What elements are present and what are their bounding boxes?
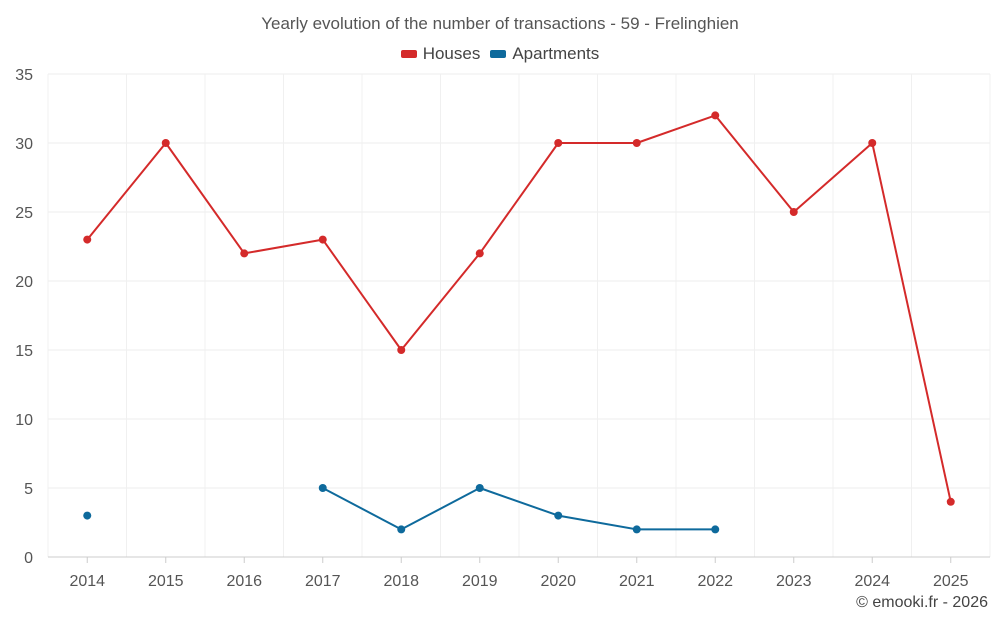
point-apartments-2017 <box>318 484 327 492</box>
credit-text: © emooki.fr - 2026 <box>856 594 988 611</box>
y-tick-label-0: 0 <box>24 550 33 567</box>
point-apartments-2020 <box>554 511 563 520</box>
x-tick-label-2020: 2020 <box>540 573 576 590</box>
x-tick-label-2016: 2016 <box>226 573 262 590</box>
legend-swatch-houses <box>400 50 417 58</box>
y-tick-label-5: 5 <box>24 481 33 498</box>
y-tick-label-25: 25 <box>15 205 33 222</box>
x-tick-label-2022: 2022 <box>697 573 733 590</box>
chart-title: Yearly evolution of the number of transa… <box>261 14 739 33</box>
point-houses-2014 <box>83 235 92 244</box>
x-tick-label-2015: 2015 <box>148 573 184 590</box>
legend-item-apartments[interactable]: Apartments <box>490 44 599 64</box>
legend-swatch-apartments <box>490 50 507 58</box>
y-tick-label-10: 10 <box>15 412 33 429</box>
y-tick-label-20: 20 <box>15 274 33 291</box>
series-line-houses <box>86 114 952 503</box>
point-houses-2016 <box>240 249 249 258</box>
point-houses-2022 <box>711 111 720 120</box>
point-houses-2024 <box>868 139 877 147</box>
point-houses-2017 <box>318 235 327 244</box>
legend-label-houses: Houses <box>422 44 481 63</box>
point-apartments-2018 <box>397 525 406 534</box>
series-line-apartments-1 <box>322 487 716 531</box>
point-apartments-2021 <box>632 525 641 534</box>
point-houses-2025 <box>946 497 955 506</box>
x-tick-label-2019: 2019 <box>462 573 498 590</box>
point-apartments-2019 <box>475 484 484 492</box>
point-apartments-2022 <box>711 525 720 534</box>
point-houses-2019 <box>475 249 484 258</box>
x-tick-label-2025: 2025 <box>933 573 969 590</box>
legend-item-houses[interactable]: Houses <box>400 44 481 64</box>
point-houses-2021 <box>632 139 641 147</box>
legend: Houses Apartments <box>0 44 1000 64</box>
x-tick-label-2017: 2017 <box>305 573 341 590</box>
point-houses-2015 <box>161 139 170 147</box>
y-tick-label-35: 35 <box>15 67 33 84</box>
point-houses-2023 <box>789 208 798 216</box>
x-tick-label-2018: 2018 <box>383 573 419 590</box>
x-tick-label-2014: 2014 <box>69 573 105 590</box>
x-tick-label-2021: 2021 <box>619 573 655 590</box>
point-houses-2018 <box>397 346 406 354</box>
x-tick-label-2023: 2023 <box>776 573 812 590</box>
point-houses-2020 <box>554 139 563 147</box>
x-tick-label-2024: 2024 <box>854 573 890 590</box>
legend-label-apartments: Apartments <box>512 44 600 63</box>
y-tick-label-30: 30 <box>15 136 33 153</box>
y-tick-label-15: 15 <box>15 343 33 360</box>
point-apartments-2014 <box>83 511 92 520</box>
